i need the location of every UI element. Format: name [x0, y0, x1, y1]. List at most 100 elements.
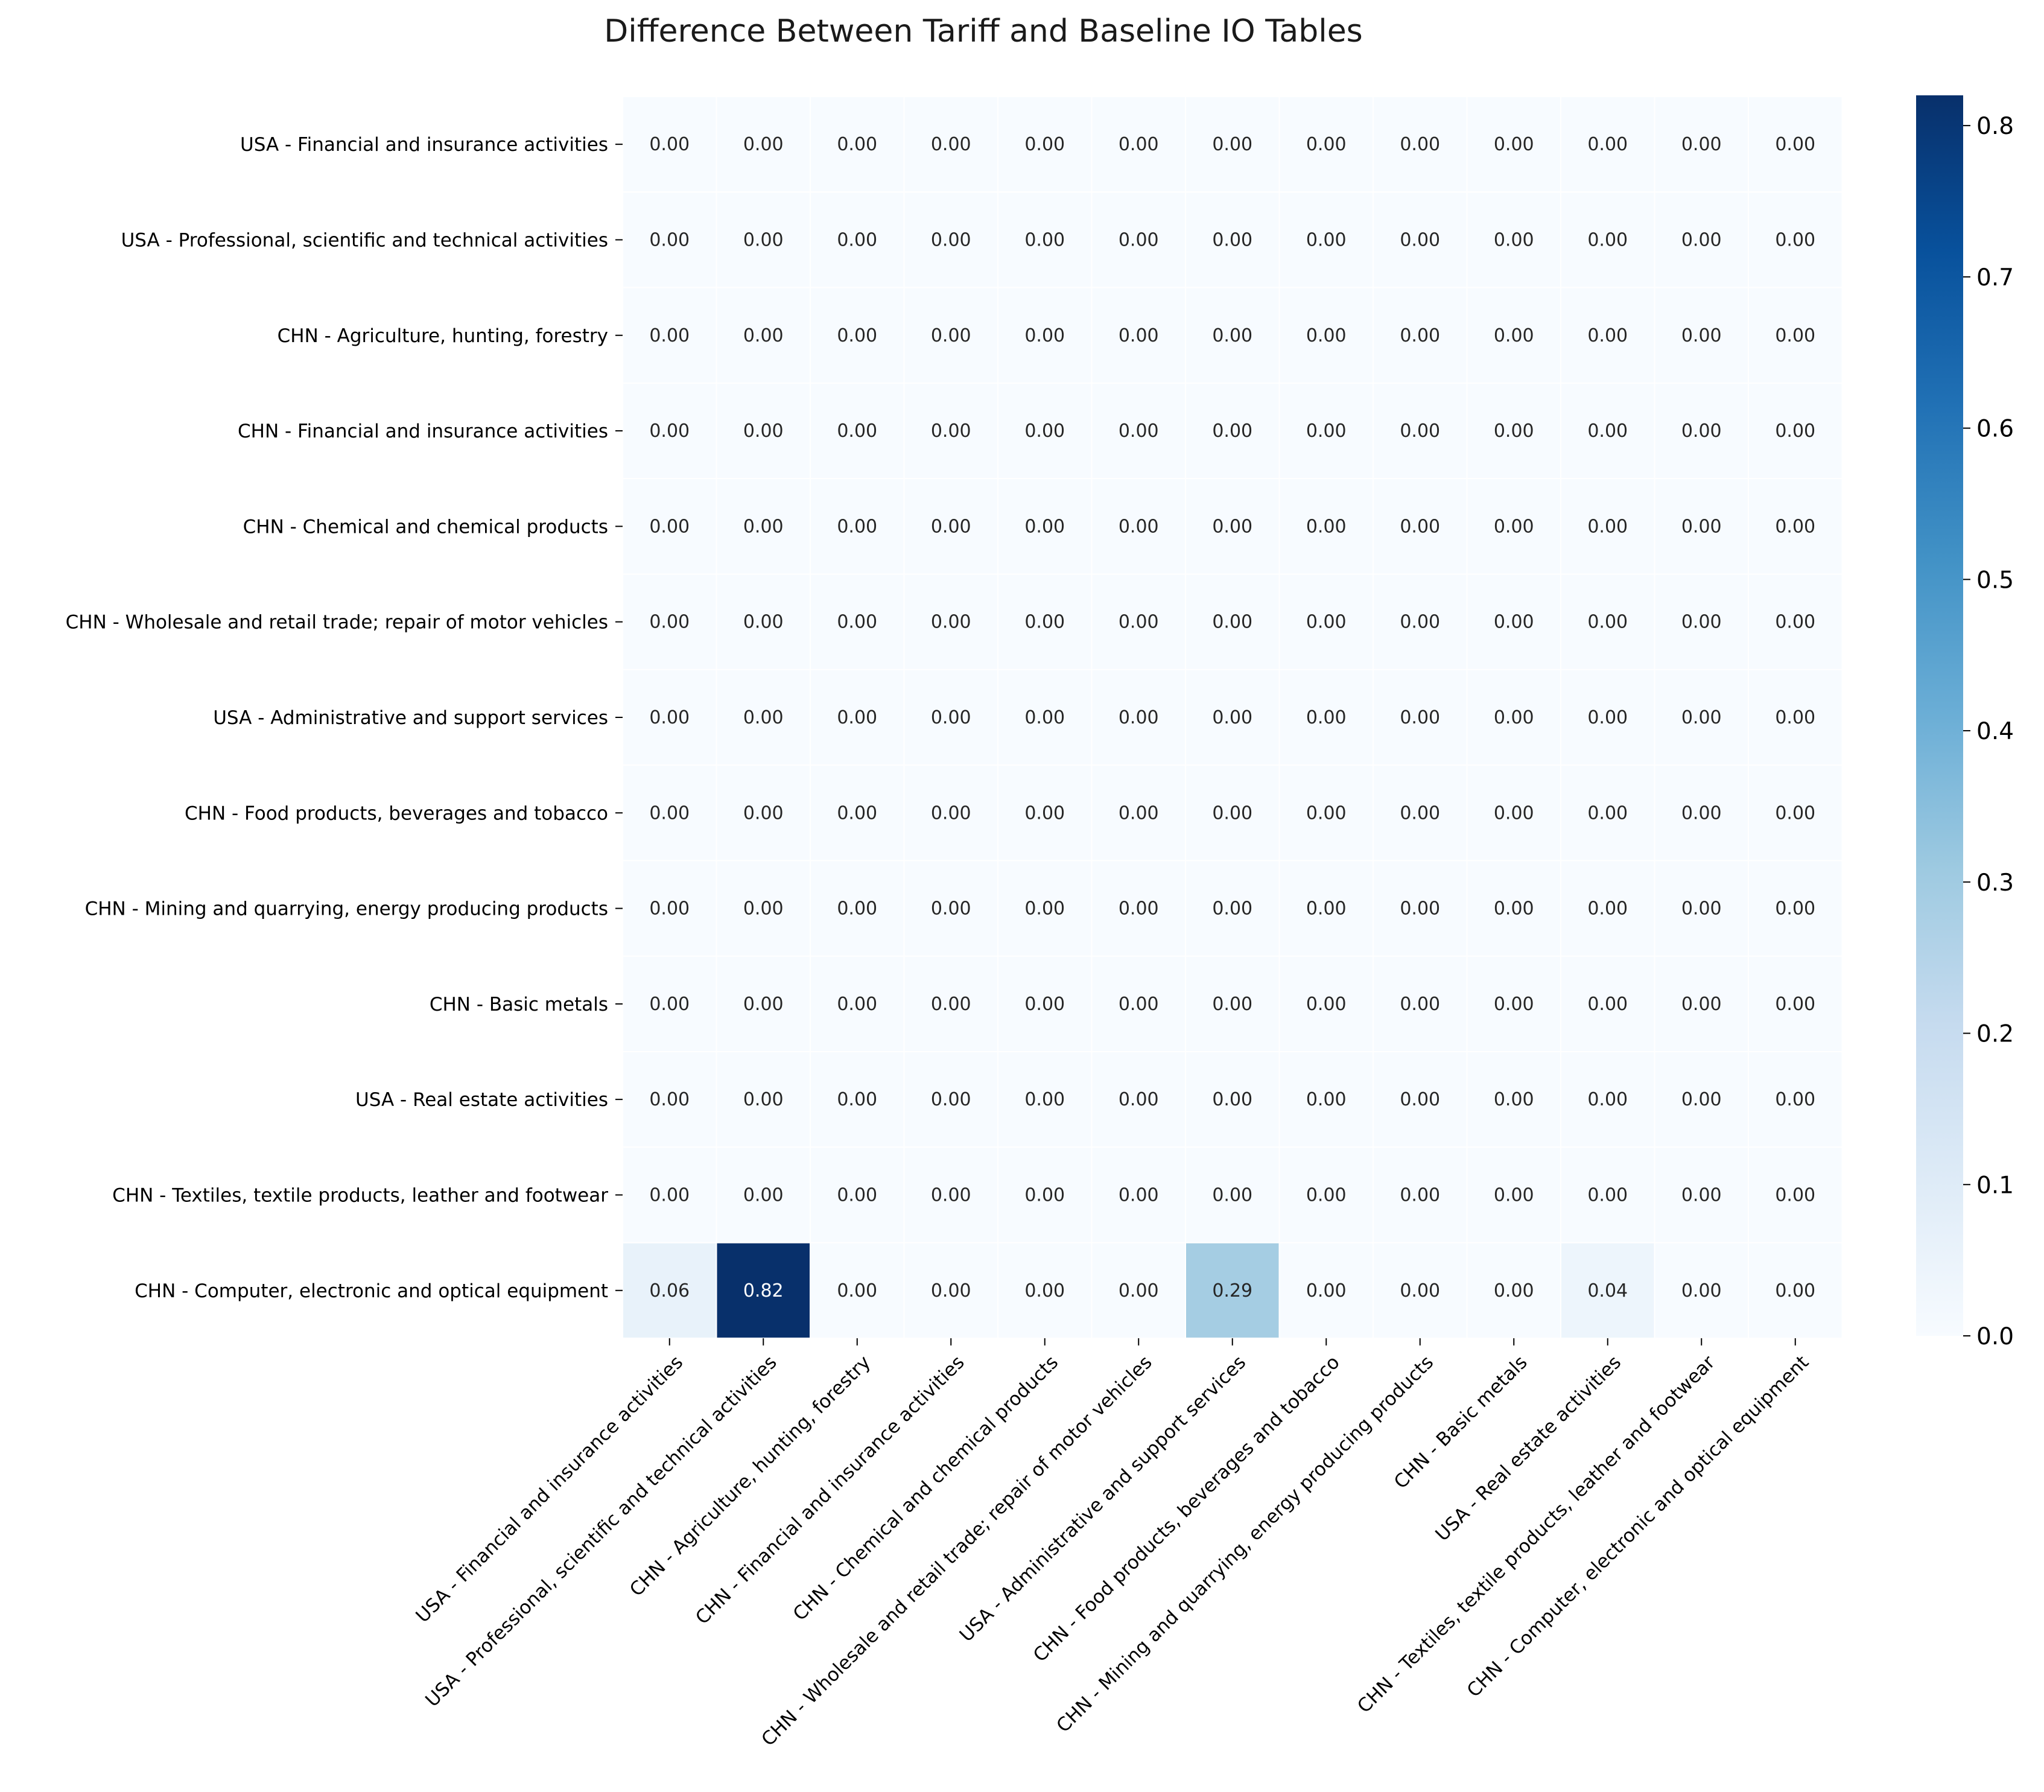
cell-value-label: 0.00 — [837, 421, 877, 442]
cell-value-label: 0.00 — [1775, 1280, 1815, 1301]
heatmap-cell — [997, 287, 1093, 384]
cell-value-label: 0.00 — [1119, 421, 1159, 442]
cell-value-label: 0.00 — [837, 229, 877, 250]
heatmap-cell — [1373, 860, 1468, 957]
cell-value-label: 0.00 — [1681, 134, 1722, 155]
cell-value-label: 0.00 — [1494, 802, 1534, 824]
colorbar-tick-label: 0.4 — [1976, 718, 2014, 745]
cell-value-label: 0.00 — [1024, 516, 1065, 537]
cell-value-label: 0.00 — [1306, 898, 1347, 920]
heatmap-cell — [716, 955, 811, 1052]
heatmap-cell — [1373, 191, 1468, 288]
heatmap-cell — [1748, 1242, 1843, 1339]
cell-value-label: 0.00 — [931, 1184, 971, 1206]
y-tick-label: CHN - Wholesale and retail trade; repair… — [66, 612, 608, 634]
cell-value-label: 0.00 — [649, 325, 690, 346]
cell-value-label: 0.00 — [1587, 898, 1628, 920]
y-tick-label: CHN - Textiles, textile products, leathe… — [112, 1184, 608, 1206]
cell-value-label: 0.00 — [1775, 1184, 1815, 1206]
cell-value-label: 0.00 — [1306, 707, 1347, 728]
cell-value-label: 0.00 — [649, 516, 690, 537]
heatmap-cell — [622, 669, 717, 766]
cell-value-label: 0.00 — [1681, 1089, 1722, 1110]
cell-value-label: 0.00 — [1400, 325, 1440, 346]
cell-value-label: 0.00 — [1212, 707, 1252, 728]
cell-value-label: 0.00 — [1119, 516, 1159, 537]
heatmap-cell — [1185, 573, 1280, 670]
heatmap-cell — [903, 191, 998, 288]
cell-value-label: 0.00 — [1119, 1089, 1159, 1110]
cell-value-label: 0.00 — [837, 612, 877, 633]
heatmap-cell — [903, 1242, 998, 1339]
cell-value-label: 0.00 — [743, 612, 784, 633]
heatmap-cell — [810, 1242, 905, 1339]
cell-value-label: 0.00 — [931, 612, 971, 633]
cell-value-label: 0.00 — [1119, 134, 1159, 155]
heatmap-cell — [997, 955, 1093, 1052]
heatmap-cell — [1185, 96, 1280, 193]
y-tick-label: CHN - Computer, electronic and optical e… — [135, 1280, 608, 1302]
cell-value-label: 0.00 — [931, 1089, 971, 1110]
cell-value-label: 0.00 — [649, 1184, 690, 1206]
cell-value-label: 0.00 — [649, 134, 690, 155]
heatmap-cell — [1185, 191, 1280, 288]
heatmap-cell — [1466, 96, 1561, 193]
heatmap-cell — [810, 1146, 905, 1244]
cell-value-label: 0.00 — [1306, 1280, 1347, 1301]
cell-value-label: 0.00 — [1775, 421, 1815, 442]
heatmap-cell — [1748, 764, 1843, 862]
heatmap-cell — [1654, 96, 1749, 193]
x-tick-label: CHN - Computer, electronic and optical e… — [1463, 1352, 1813, 1701]
cell-value-label: 0.00 — [649, 612, 690, 633]
heatmap-cell — [810, 669, 905, 766]
cell-value-label: 0.00 — [1494, 898, 1534, 920]
cell-value-label: 0.00 — [1775, 612, 1815, 633]
heatmap-cell — [1091, 382, 1186, 480]
heatmap-cell — [1654, 478, 1749, 575]
heatmap-cell — [1278, 191, 1374, 288]
heatmap-cell — [1373, 669, 1468, 766]
y-tick-label: CHN - Basic metals — [430, 994, 608, 1015]
heatmap-cell — [1466, 191, 1561, 288]
cell-value-label: 0.00 — [743, 134, 784, 155]
cell-value-label: 0.00 — [1494, 1280, 1534, 1301]
heatmap-cell — [1466, 860, 1561, 957]
cell-value-label: 0.00 — [1212, 134, 1252, 155]
cell-value-label: 0.00 — [1587, 516, 1628, 537]
heatmap-cell — [622, 1242, 717, 1339]
cell-value-label: 0.00 — [1587, 802, 1628, 824]
cell-value-label: 0.00 — [1212, 1184, 1252, 1206]
cell-value-label: 0.00 — [931, 229, 971, 250]
heatmap-cell — [997, 860, 1093, 957]
cell-value-label: 0.00 — [1024, 421, 1065, 442]
cell-value-label: 0.00 — [931, 898, 971, 920]
chart-title: Difference Between Tariff and Baseline I… — [604, 13, 1363, 49]
cell-value-label: 0.00 — [1024, 994, 1065, 1015]
x-tick-label: USA - Professional, scientific and techn… — [421, 1352, 781, 1711]
heatmap-cell — [1278, 764, 1374, 862]
heatmap-cell — [1654, 1051, 1749, 1148]
cell-value-label: 0.00 — [649, 1089, 690, 1110]
x-axis-tick-labels: USA - Financial and insurance activities… — [411, 1338, 1813, 1750]
cell-value-label: 0.00 — [1119, 802, 1159, 824]
cell-value-label: 0.00 — [743, 1184, 784, 1206]
heatmap-cell — [1091, 1146, 1186, 1244]
heatmap-cell — [810, 764, 905, 862]
heatmap-cell — [1560, 860, 1655, 957]
heatmap-cell — [622, 1146, 717, 1244]
cell-value-label: 0.00 — [649, 707, 690, 728]
heatmap-cell — [1748, 382, 1843, 480]
cell-value-label: 0.00 — [837, 707, 877, 728]
heatmap-cell — [1185, 955, 1280, 1052]
cell-value-label: 0.00 — [931, 516, 971, 537]
heatmap-cell — [716, 573, 811, 670]
cell-value-label: 0.00 — [1681, 802, 1722, 824]
heatmap-cell — [810, 96, 905, 193]
cell-value-label: 0.00 — [649, 898, 690, 920]
y-axis-tick-labels: USA - Financial and insurance activities… — [66, 134, 623, 1302]
heatmap-cell — [1748, 1051, 1843, 1148]
cell-value-label: 0.00 — [743, 229, 784, 250]
cell-value-label: 0.00 — [931, 994, 971, 1015]
cell-value-label: 0.00 — [1119, 898, 1159, 920]
heatmap-cell — [716, 764, 811, 862]
